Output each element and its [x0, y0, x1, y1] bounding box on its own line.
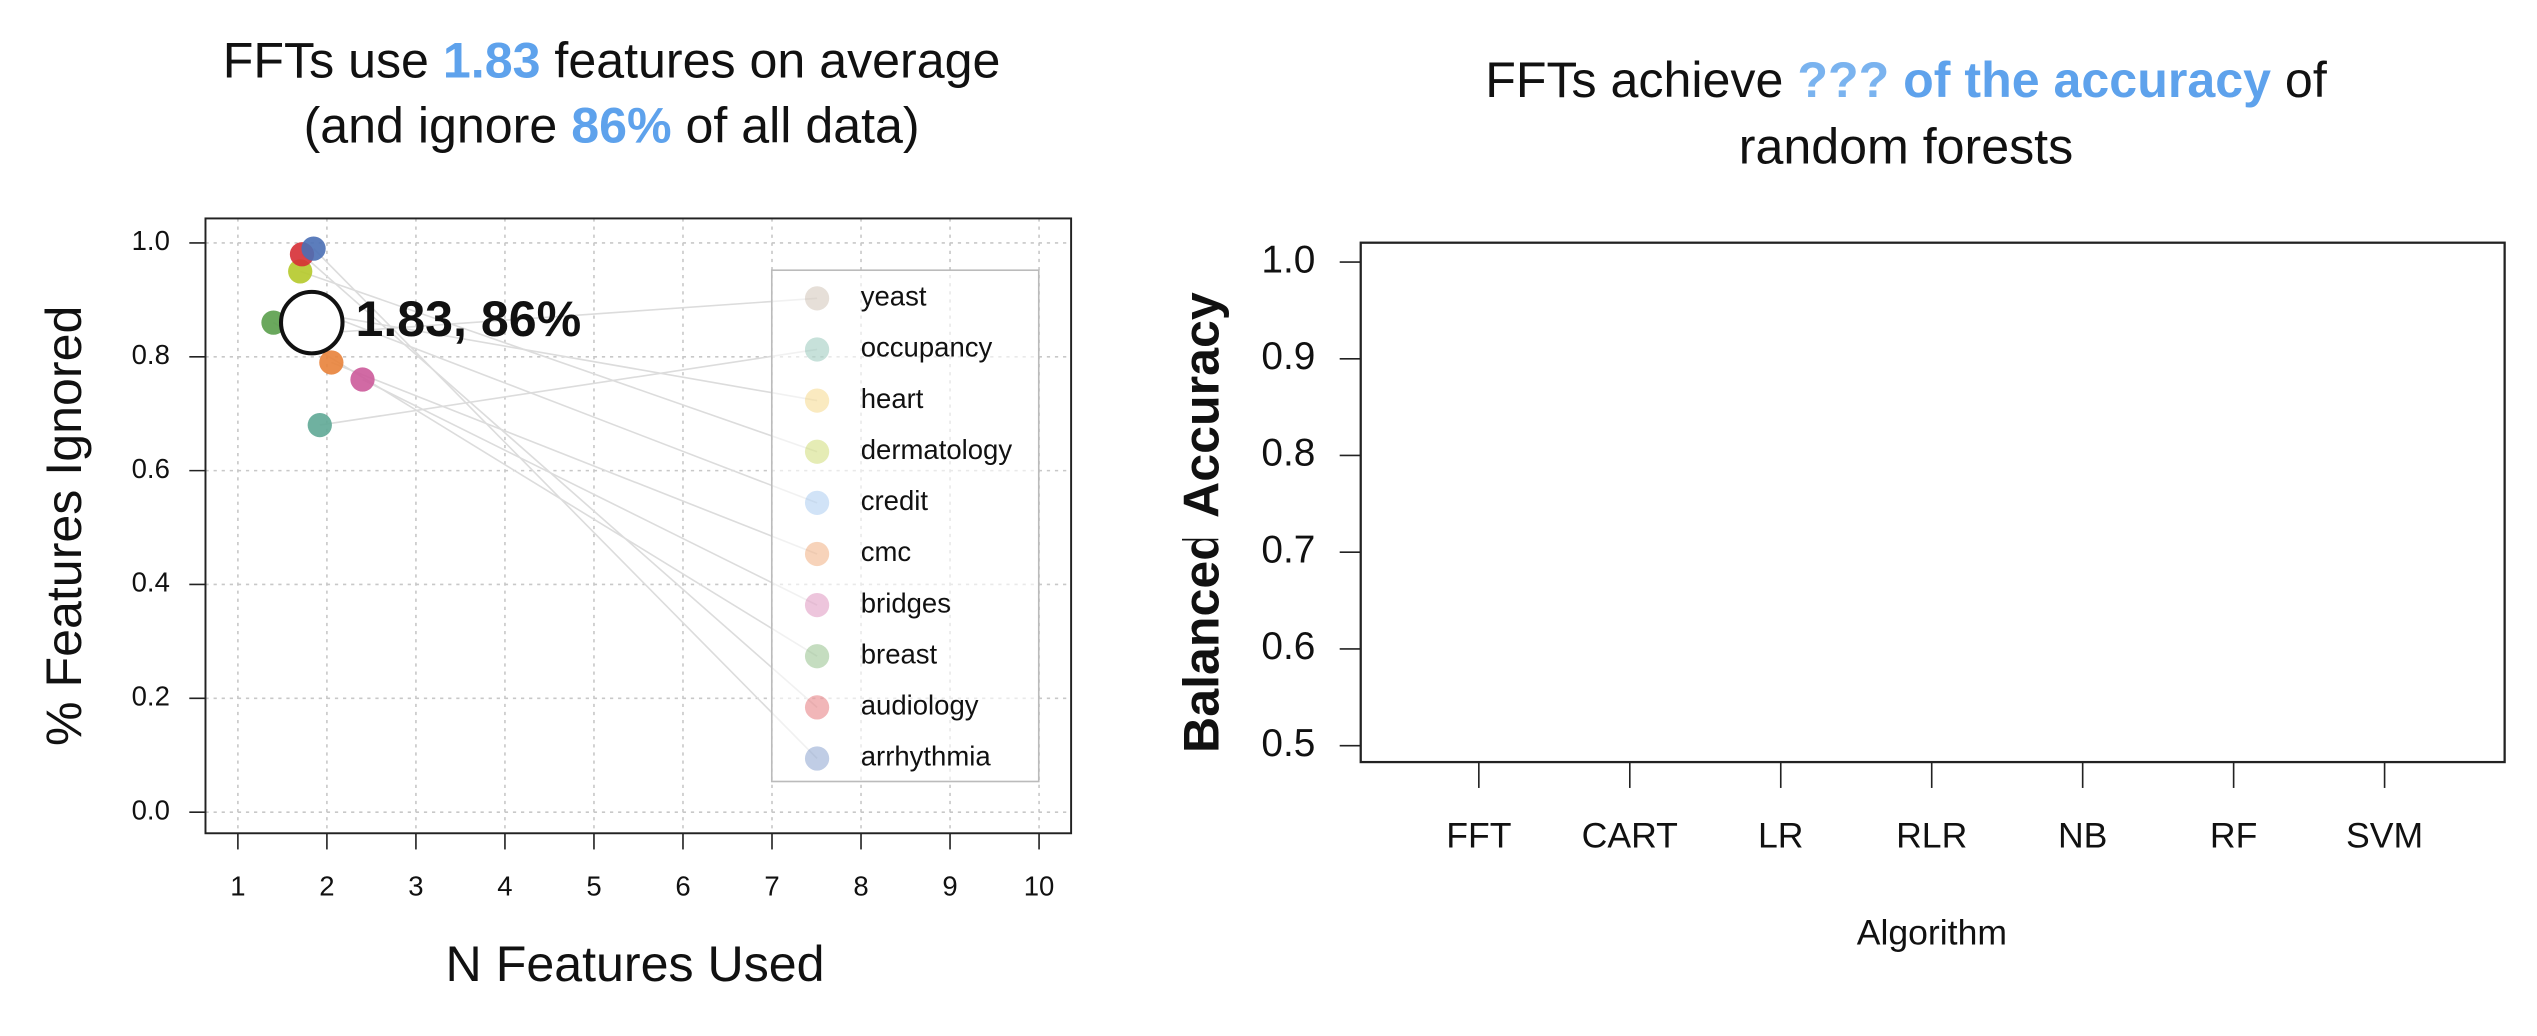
- legend-swatch: [804, 439, 830, 464]
- legend-swatch: [804, 592, 830, 618]
- label-gap: [1177, 532, 1243, 539]
- legend-box: [770, 269, 1040, 783]
- legend-swatch: [804, 286, 830, 311]
- x-tick-label: 2: [319, 871, 334, 902]
- point: [350, 367, 375, 392]
- legend-swatch: [804, 388, 830, 413]
- x-tick-label: NB: [2058, 816, 2107, 856]
- x-axis-label: N Features Used: [446, 936, 825, 992]
- legend-connector: [362, 378, 818, 606]
- y-tick-label: 0.9: [1261, 335, 1315, 378]
- y-tick-label: 1.0: [1261, 238, 1315, 281]
- x-tick-label: FFT: [1446, 816, 1511, 856]
- y-tick-label: 0.0: [132, 794, 170, 825]
- x-axis-label: Algorithm: [1857, 913, 2007, 953]
- y-tick-label: 0.6: [132, 453, 170, 484]
- point: [261, 310, 286, 335]
- x-tick-label: RF: [2210, 816, 2257, 856]
- chart-title: (and ignore 86% of all data): [304, 98, 920, 154]
- x-tick-label: 7: [764, 871, 779, 902]
- legend-swatch: [804, 695, 830, 720]
- title-segment: random forests: [1739, 119, 2073, 175]
- legend-connector: [319, 348, 818, 426]
- legend-label: breast: [861, 638, 938, 669]
- title-segment: ???: [1797, 52, 1889, 108]
- title-segment: 86%: [571, 98, 671, 154]
- legend-connector: [331, 361, 818, 555]
- y-tick-label: 0.4: [132, 567, 170, 598]
- y-axis-label: Balanced Accuracy: [1174, 292, 1230, 753]
- legend-connector: [301, 253, 818, 708]
- title-segment: of: [2271, 52, 2327, 108]
- legend-connector: [312, 248, 818, 760]
- legend-swatch: [804, 644, 830, 669]
- y-tick-label: 1.0: [132, 225, 170, 256]
- y-tick-label: 0.7: [1261, 528, 1315, 571]
- y-tick-label: 0.5: [1261, 722, 1315, 765]
- legend-connector: [317, 310, 818, 504]
- chart-title: random forests: [1739, 119, 2073, 175]
- point: [301, 236, 326, 261]
- title-segment: FFTs use: [223, 33, 443, 89]
- x-tick-label: CART: [1582, 816, 1678, 856]
- x-tick-label: 8: [853, 871, 868, 902]
- title-segment: (and ignore: [304, 98, 572, 154]
- x-tick-label: 6: [675, 871, 690, 902]
- legend-label: bridges: [861, 587, 951, 618]
- x-tick-label: 9: [942, 871, 957, 902]
- legend-label: arrhythmia: [861, 741, 992, 772]
- legend-label: dermatology: [861, 434, 1013, 465]
- legend-swatch: [804, 541, 830, 567]
- legend-label: credit: [861, 485, 929, 516]
- legend-label: heart: [861, 383, 924, 414]
- x-tick-label: 4: [497, 871, 512, 902]
- x-tick-label: 3: [408, 871, 423, 902]
- y-tick-label: 0.8: [1261, 432, 1315, 475]
- x-tick-label: SVM: [2346, 816, 2423, 856]
- legend-label: audiology: [861, 690, 979, 721]
- legend-connector: [299, 270, 818, 453]
- point: [307, 412, 332, 438]
- chart-title: FFTs use 1.83 features on average: [223, 33, 1001, 89]
- x-tick-label: 1: [230, 871, 245, 902]
- legend-swatch: [804, 746, 830, 771]
- legend-connector: [309, 297, 818, 335]
- y-tick-label: 0.2: [132, 681, 170, 712]
- mean-marker: [279, 289, 345, 356]
- y-axis-label: % Features Ignored: [36, 306, 92, 746]
- x-tick-label: LR: [1758, 816, 1803, 856]
- y-tick-label: 0.6: [1261, 625, 1315, 668]
- legend-swatch: [804, 490, 830, 515]
- title-segment: of the accuracy: [1889, 52, 2271, 108]
- legend-label: occupancy: [861, 332, 993, 363]
- plot-frame: [204, 217, 1073, 835]
- x-tick-label: 10: [1024, 871, 1055, 902]
- legend-label: cmc: [861, 536, 912, 567]
- title-segment: FFTs achieve: [1485, 52, 1797, 108]
- title-segment: features on average: [540, 33, 1000, 89]
- title-segment: of all data): [672, 98, 920, 154]
- legend-swatch: [804, 337, 830, 362]
- point: [319, 350, 344, 375]
- mean-label: 1.83, 86%: [355, 291, 581, 347]
- y-tick-label: 0.8: [132, 339, 170, 370]
- legend-label: yeast: [861, 281, 927, 312]
- x-tick-label: RLR: [1896, 816, 1967, 856]
- plot-frame: [1359, 241, 2506, 764]
- x-tick-label: 5: [586, 871, 601, 902]
- chart-title: FFTs achieve ??? of the accuracy of: [1485, 52, 2327, 108]
- title-segment: 1.83: [443, 33, 541, 89]
